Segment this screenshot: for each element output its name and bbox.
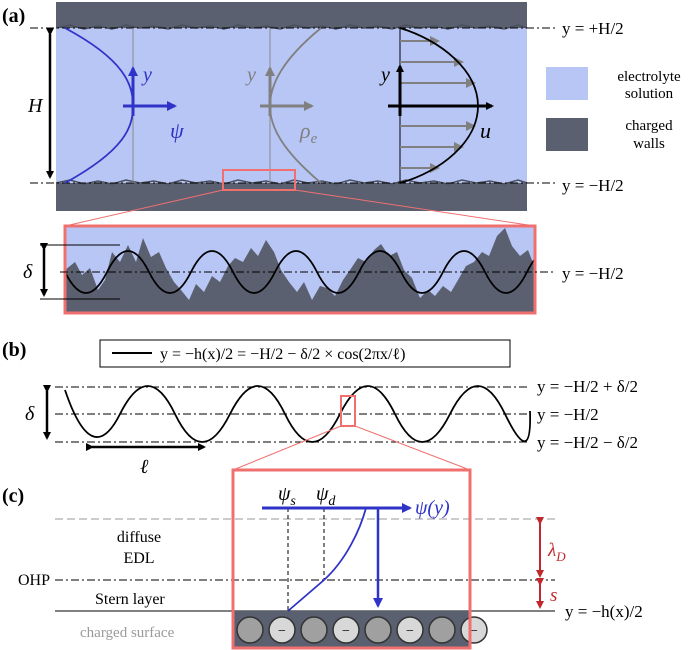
- stern-thickness-label: s: [550, 585, 557, 606]
- zoom-line-b-right: [355, 426, 470, 470]
- panel-c-label: (c): [2, 485, 24, 507]
- ohp-label: OHP: [18, 572, 50, 589]
- u-axis-label: u: [480, 118, 491, 143]
- height-label: H: [27, 95, 44, 117]
- legend-walls-line2: walls: [633, 136, 665, 152]
- rho-y-label: y: [245, 64, 256, 86]
- surface-site-2: [301, 617, 327, 643]
- wavelength-label: ℓ: [140, 456, 149, 478]
- surface-ion-sign-3: −: [406, 624, 414, 639]
- u-y-label: y: [379, 64, 390, 86]
- zoom-line-b-left: [233, 426, 341, 470]
- delta-label: δ: [25, 403, 35, 425]
- top-wall: [56, 2, 527, 28]
- legend-walls-line1: charged: [625, 118, 673, 134]
- top-line-label: y = +H/2: [562, 19, 624, 38]
- psi-y-axis-label: ψ(y): [415, 497, 450, 519]
- surface-ion-sign-1: −: [278, 624, 286, 639]
- panel-a-label: (a): [2, 5, 25, 27]
- surface-ion-sign-2: −: [342, 624, 350, 639]
- upper-bound-label: y = −H/2 + δ/2: [537, 377, 638, 396]
- panel-b-label: (b): [2, 339, 26, 361]
- zoom-delta-label: δ: [23, 261, 33, 283]
- stern-layer-label: Stern layer: [95, 591, 165, 608]
- legend-electrolyte-swatch: [546, 67, 588, 100]
- diffuse-label-line1: diffuse: [117, 529, 161, 546]
- potential-profile-curve: [288, 508, 366, 611]
- legend-walls-swatch: [546, 118, 588, 151]
- lower-bound-label: y = −H/2 − δ/2: [537, 433, 638, 452]
- psi-s-label: ψs: [278, 483, 296, 509]
- bottom-line-label: y = −H/2: [562, 176, 624, 195]
- zoom-line-label: y = −H/2: [562, 264, 624, 283]
- surface-site-3: [365, 617, 391, 643]
- legend-electrolyte-line1: electrolyte: [617, 69, 681, 85]
- bottom-wall: [56, 183, 527, 211]
- diffuse-label-line2: EDL: [123, 550, 154, 567]
- psi-y-label: y: [141, 64, 152, 86]
- charged-surface-label: charged surface: [80, 625, 175, 641]
- psi-axis-label: ψ: [170, 118, 184, 143]
- surface-site-1: [237, 617, 263, 643]
- zoom-panel-content: [65, 226, 569, 313]
- psi-d-label: ψd: [316, 483, 336, 509]
- surface-site-4: [429, 617, 455, 643]
- equation-text: y = −h(x)/2 = −H/2 − δ/2 × cos(2πx/ℓ): [160, 346, 405, 363]
- lambda-label: λD: [547, 540, 566, 564]
- wall-line-label: y = −h(x)/2: [565, 602, 643, 621]
- legend-electrolyte-line2: solution: [625, 86, 674, 102]
- mean-line-label: y = −H/2: [537, 405, 599, 424]
